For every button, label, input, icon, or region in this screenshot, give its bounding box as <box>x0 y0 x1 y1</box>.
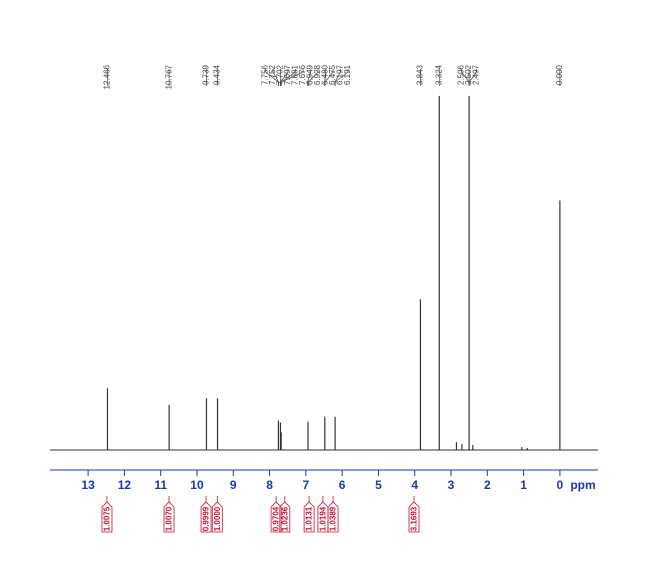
x-tick-label: 10 <box>190 478 204 492</box>
x-tick-label: 3 <box>448 478 455 492</box>
peak-label: 6.475 <box>328 64 337 85</box>
peak-label: 7.697 <box>283 64 292 85</box>
x-tick-label: 12 <box>118 478 132 492</box>
peak-label: 2.502 <box>464 64 473 85</box>
integral-box <box>279 501 291 533</box>
peak-label: 10.767 <box>164 64 173 89</box>
integral-label: 3.1693 <box>410 506 419 531</box>
peak-label: 6.928 <box>313 64 322 85</box>
integral-label: 1.0194 <box>319 506 328 531</box>
integral-box <box>303 501 315 533</box>
peak-label: 7.752 <box>268 64 277 85</box>
x-tick-label: 5 <box>375 478 382 492</box>
integral-label: 1.0075 <box>103 506 112 531</box>
peak-label: 0.000 <box>555 64 564 85</box>
peak-label: 7.756 <box>261 64 270 85</box>
x-tick-label: 11 <box>154 478 167 492</box>
integral-box <box>163 501 175 533</box>
x-tick-label: 0 <box>557 478 564 492</box>
integral-box <box>408 501 420 533</box>
integral-label: 1.0070 <box>165 506 174 531</box>
x-tick-label: 1 <box>520 478 527 492</box>
peak-leader <box>308 69 319 86</box>
integral-label: 0.9999 <box>202 506 211 531</box>
x-tick-label: 2 <box>484 478 491 492</box>
integral-box <box>200 501 212 533</box>
x-unit-label: ppm <box>570 478 595 492</box>
peak-label: 6.949 <box>306 64 315 85</box>
x-tick-label: 4 <box>411 478 418 492</box>
peak-label: 12.466 <box>103 64 112 89</box>
peak-leader <box>468 69 477 86</box>
integral-label: 1.0000 <box>213 506 222 531</box>
integral-box <box>211 501 223 533</box>
peak-leader <box>280 69 289 86</box>
integral-box <box>101 501 113 533</box>
peak-leader <box>324 69 334 86</box>
peak-label: 6.197 <box>336 64 345 85</box>
x-tick-label: 13 <box>81 478 95 492</box>
integral-label: 1.0236 <box>280 506 289 531</box>
peak-leader <box>307 69 311 86</box>
peak-label: 3.324 <box>434 64 443 85</box>
peak-label: 7.676 <box>298 64 307 85</box>
peak-leader <box>334 69 349 86</box>
peak-label: 2.497 <box>472 64 481 85</box>
peak-leader <box>272 69 279 86</box>
peak-label: 7.681 <box>291 64 300 85</box>
x-tick-label: 9 <box>230 478 237 492</box>
peak-leader <box>280 69 304 86</box>
integral-label: 1.0131 <box>305 506 314 531</box>
x-tick-label: 7 <box>303 478 310 492</box>
peak-label: 2.506 <box>457 64 466 85</box>
integral-label: 1.0389 <box>329 506 338 531</box>
integral-box <box>270 501 282 533</box>
peak-label: 9.434 <box>213 64 222 85</box>
peak-label: 3.843 <box>416 64 425 85</box>
integral-label: 0.9704 <box>272 506 281 531</box>
x-tick-label: 8 <box>266 478 273 492</box>
x-tick-label: 6 <box>339 478 346 492</box>
integral-box <box>327 501 339 533</box>
peak-label: 6.191 <box>343 64 352 85</box>
peak-label: 9.739 <box>202 64 211 85</box>
